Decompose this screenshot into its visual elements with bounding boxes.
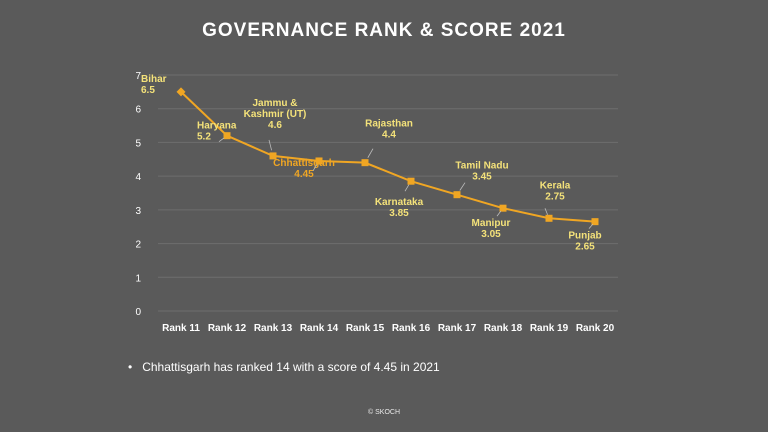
series-line — [180, 91, 596, 223]
data-label-name: Kerala — [540, 180, 571, 191]
data-label-value: 2.75 — [545, 191, 565, 202]
bullet-marker: • — [128, 360, 133, 374]
label-leader-line — [367, 148, 374, 158]
summary-bullet: • Chhattisgarh has ranked 14 with a score… — [128, 360, 440, 374]
summary-text: Chhattisgarh has ranked 14 with a score … — [142, 360, 440, 374]
chart-title: GOVERNANCE RANK & SCORE 2021 — [202, 20, 566, 41]
data-label-name: Karnataka — [375, 197, 424, 208]
data-label-name: Kashmir (UT) — [244, 109, 307, 120]
data-point — [407, 177, 415, 185]
data-point — [315, 157, 323, 165]
data-label-name: Chhattisgarh — [273, 158, 335, 169]
x-tick-label: Rank 19 — [530, 323, 569, 334]
x-tick-label: Rank 15 — [346, 323, 385, 334]
data-label-value: 4.6 — [268, 120, 282, 131]
y-tick-label: 0 — [135, 307, 141, 318]
x-tick-label: Rank 16 — [392, 323, 431, 334]
label-leader-line — [268, 139, 272, 151]
data-point — [591, 218, 599, 226]
label-leader-line — [544, 208, 548, 215]
y-tick-label: 6 — [135, 105, 141, 116]
label-leader-line — [588, 223, 594, 229]
label-leader-line — [218, 137, 225, 143]
y-tick-label: 1 — [135, 273, 141, 284]
data-label-name: Rajasthan — [365, 119, 413, 130]
label-leader-line — [312, 164, 318, 172]
data-label-value: 3.05 — [481, 229, 501, 240]
label-leader-line — [404, 184, 410, 192]
x-tick-label: Rank 13 — [254, 323, 293, 334]
data-label-value: 2.65 — [575, 242, 595, 253]
data-point — [176, 87, 186, 97]
data-point — [223, 132, 231, 140]
data-label-name: Tamil Nadu — [455, 161, 508, 172]
y-tick-label: 5 — [135, 138, 141, 149]
y-tick-label: 7 — [135, 71, 141, 82]
x-tick-label: Rank 11 — [162, 323, 200, 334]
data-label-value: 6.5 — [141, 85, 155, 96]
x-tick-label: Rank 14 — [300, 323, 339, 334]
data-point — [269, 152, 277, 160]
data-label-name: Manipur — [472, 218, 511, 229]
data-label-value: 3.45 — [472, 172, 492, 183]
x-tick-label: Rank 12 — [208, 323, 247, 334]
data-point — [499, 204, 507, 212]
copyright-footer: © SKOCH — [368, 409, 400, 416]
y-tick-label: 3 — [135, 206, 141, 217]
data-label-name: Haryana — [197, 121, 237, 132]
data-label-value: 5.2 — [197, 132, 211, 143]
data-label-name: Jammu & — [252, 98, 297, 109]
data-point — [361, 159, 369, 167]
data-label-name: Bihar — [141, 74, 167, 85]
data-label-name: Punjab — [568, 231, 601, 242]
y-tick-label: 4 — [135, 172, 141, 183]
data-label-value: 3.85 — [389, 208, 409, 219]
data-point — [453, 191, 461, 199]
label-leader-line — [459, 182, 466, 191]
x-tick-label: Rank 17 — [438, 323, 477, 334]
data-label-value: 4.4 — [382, 130, 396, 141]
x-tick-label: Rank 20 — [576, 323, 615, 334]
data-point — [545, 214, 553, 222]
y-tick-label: 2 — [135, 240, 141, 251]
data-label-value: 4.45 — [294, 169, 314, 180]
x-tick-label: Rank 18 — [484, 323, 523, 334]
label-leader-line — [496, 210, 502, 217]
